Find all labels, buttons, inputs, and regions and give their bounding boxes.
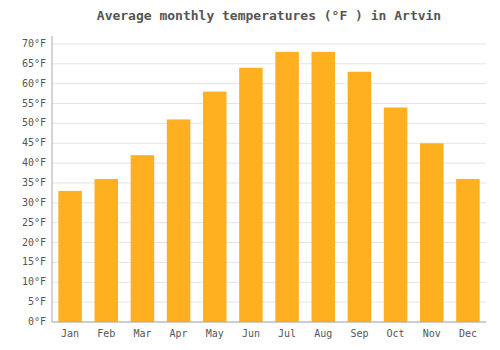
- bar: [58, 191, 82, 322]
- x-tick-label: Oct: [387, 328, 405, 339]
- bar: [275, 52, 299, 322]
- y-tick-label: 10°F: [22, 276, 46, 287]
- y-axis: 0°F 5°F 10°F 15°F 20°F 25°F 30°F 35°F 40°F 45°F 50…: [22, 36, 52, 327]
- x-tick-label: Dec: [459, 328, 477, 339]
- y-tick-label: 50°F: [22, 117, 46, 128]
- grid-line: [52, 322, 486, 323]
- y-tick-label: 35°F: [22, 177, 46, 188]
- x-tick-label: Apr: [170, 328, 188, 339]
- chart: Average monthly temperatures (°F ) in Ar…: [0, 0, 500, 350]
- x-tick-label: Jun: [242, 328, 260, 339]
- x-axis-line: [52, 322, 486, 323]
- bar: [456, 179, 480, 322]
- bar: [203, 92, 227, 322]
- bar: [348, 72, 372, 322]
- x-tick-label: Jan: [61, 328, 79, 339]
- y-tick-label: 25°F: [22, 217, 46, 228]
- x-axis: Jan Feb Mar Apr May Jun Jul Aug Sep Oct Nov Dec: [52, 322, 486, 339]
- bar: [167, 119, 191, 322]
- y-tick-label: 20°F: [22, 237, 46, 248]
- x-tick-label: Feb: [97, 328, 115, 339]
- y-tick-label: 55°F: [22, 98, 46, 109]
- y-tick-label: 45°F: [22, 137, 46, 148]
- y-tick-label: 60°F: [22, 78, 46, 89]
- grid-line: [52, 43, 486, 44]
- bar: [94, 179, 118, 322]
- x-tick-label: Nov: [423, 328, 441, 339]
- y-tick-label: 0°F: [28, 316, 46, 327]
- x-tick-label: May: [206, 328, 224, 339]
- x-tick-label: Jul: [278, 328, 296, 339]
- grid-line: [52, 123, 486, 124]
- bar: [131, 155, 155, 322]
- x-tick-label: Sep: [350, 328, 368, 339]
- y-tick-label: 65°F: [22, 58, 46, 69]
- grid: [52, 44, 486, 322]
- y-tick-label: 40°F: [22, 157, 46, 168]
- grid-line: [52, 63, 486, 64]
- y-axis-line: [52, 36, 53, 322]
- y-tick-label: 15°F: [22, 256, 46, 267]
- title: Average monthly temperatures (°F ) in Ar…: [97, 8, 441, 23]
- bar: [384, 108, 408, 323]
- y-tick-label: 70°F: [22, 38, 46, 49]
- grid-line: [52, 103, 486, 104]
- bar: [311, 52, 335, 322]
- bar: [239, 68, 263, 322]
- chart-container: Average monthly temperatures (°F ) in Ar…: [0, 0, 500, 350]
- bar: [420, 143, 444, 322]
- x-tick-label: Mar: [133, 328, 151, 339]
- y-tick-label: 30°F: [22, 197, 46, 208]
- x-tick-label: Aug: [314, 328, 332, 339]
- bars: [58, 52, 479, 322]
- grid-line: [52, 83, 486, 84]
- y-tick-label: 5°F: [28, 296, 46, 307]
